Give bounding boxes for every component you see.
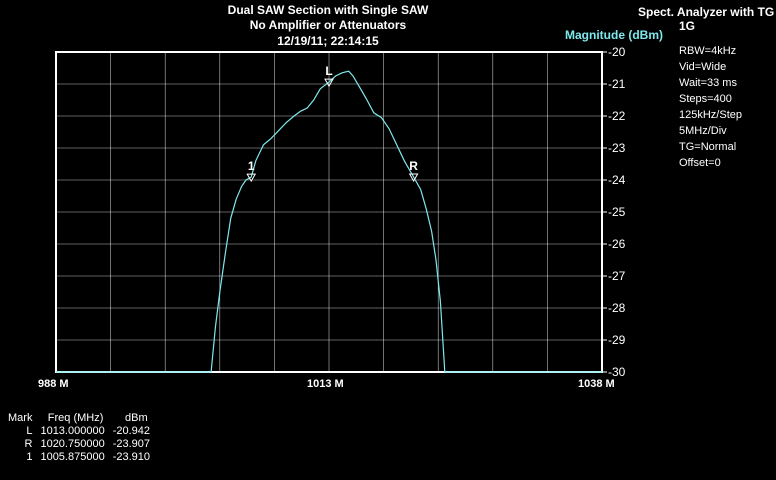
- y-tick-label: -24: [608, 173, 626, 187]
- setting-item: RBW=4kHz: [679, 45, 737, 57]
- marker-L-triangle: [324, 78, 334, 88]
- marker-row: R 1020.750000 -23.907: [4, 438, 154, 451]
- y-tick-label: -29: [608, 333, 626, 347]
- marker-label: L: [26, 425, 33, 437]
- marker-dbm: -20.942: [112, 425, 150, 437]
- setting-item: Offset=0: [679, 157, 721, 169]
- marker-table: Mark Freq (MHz) dBm L 1013.000000 -20.94…: [4, 412, 154, 464]
- setting-item: TG=Normal: [679, 141, 737, 153]
- marker-1-label: 1: [248, 159, 255, 173]
- spectrum-trace: [56, 70, 602, 373]
- setting-item: 125kHz/Step: [679, 109, 742, 121]
- marker-col-mark: Mark: [8, 412, 33, 424]
- marker-1-triangle: [246, 173, 257, 183]
- x-tick-label-center: 1013 M: [307, 378, 344, 390]
- setting-item: Wait=33 ms: [679, 77, 737, 89]
- marker-label: R: [24, 438, 33, 450]
- setting-item: Vid=Wide: [679, 61, 727, 73]
- setting-item: Steps=400: [679, 93, 732, 105]
- marker-freq: 1013.000000: [40, 425, 105, 437]
- setting-item: 5MHz/Div: [679, 125, 727, 137]
- marker-row: L 1013.000000 -20.942: [4, 425, 154, 438]
- marker-dbm: -23.910: [112, 451, 150, 463]
- chart-timestamp: 12/19/11; 22:14:15: [277, 34, 379, 48]
- marker-label: 1: [26, 451, 33, 463]
- marker-table-header: Mark Freq (MHz) dBm: [4, 412, 154, 425]
- y-tick-label: -23: [608, 141, 626, 155]
- y-tick-label: -30: [608, 365, 626, 379]
- marker-R-triangle: [408, 173, 419, 183]
- instrument-model: 1G: [679, 19, 696, 33]
- marker-L-label: L: [325, 64, 332, 78]
- x-tick-label-end: 1038 M: [578, 378, 615, 390]
- y-tick-label: -27: [608, 269, 626, 283]
- x-tick-label-start: 988 M: [38, 378, 69, 390]
- marker-row: 1 1005.875000 -23.910: [4, 451, 154, 464]
- instrument-name: Spect. Analyzer with TG: [638, 5, 775, 19]
- marker-col-dbm: dBm: [125, 412, 148, 424]
- y-tick-label: -28: [608, 301, 626, 315]
- marker-freq: 1005.875000: [40, 451, 105, 463]
- chart-subtitle: No Amplifier or Attenuators: [249, 18, 407, 32]
- y-tick-label: -21: [608, 77, 626, 91]
- y-tick-label: -22: [608, 109, 626, 123]
- y-tick-label: -20: [608, 45, 626, 59]
- marker-R-label: R: [409, 159, 418, 173]
- marker-col-freq: Freq (MHz): [47, 412, 104, 424]
- marker-dbm: -23.907: [112, 438, 150, 450]
- marker-freq: 1020.750000: [40, 438, 105, 450]
- y-tick-label: -26: [608, 237, 626, 251]
- y-tick-label: -25: [608, 205, 626, 219]
- y-axis-label: Magnitude (dBm): [565, 28, 663, 42]
- chart-title: Dual SAW Section with Single SAW: [227, 3, 429, 17]
